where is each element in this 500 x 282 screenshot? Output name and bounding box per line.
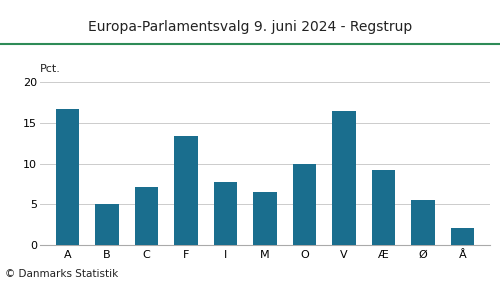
Bar <box>372 170 396 245</box>
Bar <box>450 228 474 245</box>
Bar <box>56 109 80 245</box>
Text: Europa-Parlamentsvalg 9. juni 2024 - Regstrup: Europa-Parlamentsvalg 9. juni 2024 - Reg… <box>88 20 412 34</box>
Text: © Danmarks Statistik: © Danmarks Statistik <box>5 269 118 279</box>
Bar <box>332 111 356 245</box>
Bar <box>96 204 119 245</box>
Bar <box>411 200 434 245</box>
Bar <box>292 164 316 245</box>
Bar <box>134 187 158 245</box>
Bar <box>174 136 198 245</box>
Bar <box>214 182 238 245</box>
Text: Pct.: Pct. <box>40 64 61 74</box>
Bar <box>253 192 277 245</box>
